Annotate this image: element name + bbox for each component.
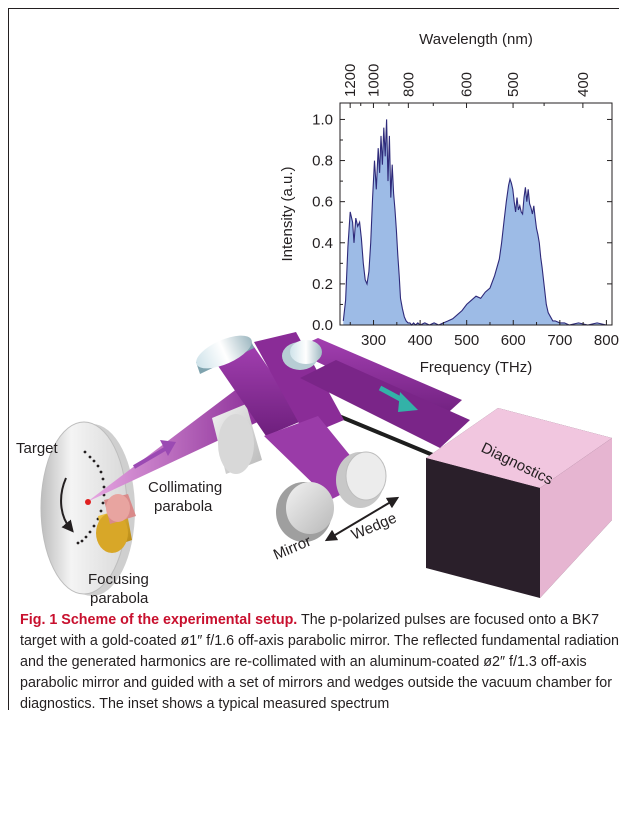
beam-segment-1: [214, 344, 304, 436]
mirror-wedge-arrow: [324, 496, 400, 542]
x-tick-label-600: 600: [501, 332, 526, 349]
input-arrow: [132, 444, 172, 469]
steering-mirror-2: [282, 340, 322, 370]
x-tick-label-500: 500: [454, 332, 479, 349]
focusing-label-line2: parabola: [90, 590, 149, 607]
top-tick-label-600: 600: [459, 72, 476, 97]
spectrum-fill: [343, 119, 607, 326]
steering-mirror-1: [196, 335, 254, 374]
output-arrow-head: [398, 392, 418, 412]
caption-text: The p-polarized pulses are focused onto …: [20, 612, 619, 712]
x-axis-label: Frequency (THz): [420, 359, 533, 376]
top-axis-ticks: 1200 1000 800 600 500 400: [342, 64, 592, 108]
top-tick-label-1000: 1000: [365, 64, 382, 97]
focusing-parabola: [96, 494, 136, 553]
y-tick-label-0: 0.0: [312, 317, 333, 334]
y-axis-label: Intensity (a.u.): [279, 166, 296, 261]
beam-segment-4: [300, 360, 470, 448]
setup-scheme: Diagnostics Target Collimating parabola …: [16, 332, 612, 607]
diagnostics-box: [426, 408, 612, 598]
collimating-parabola: [212, 404, 262, 474]
x-tick-label-300: 300: [361, 332, 386, 349]
plot-frame: [339, 102, 613, 326]
y-tick-label-0.8: 0.8: [312, 153, 333, 170]
x-tick-label-800: 800: [594, 332, 619, 349]
spectrum-line: [342, 119, 607, 326]
y-tick-label-0.2: 0.2: [312, 276, 333, 293]
y-tick-label-0.4: 0.4: [312, 235, 333, 252]
focusing-label-line1: Focusing: [88, 571, 149, 588]
caption-title: Fig. 1 Scheme of the experimental setup.: [20, 612, 298, 628]
x-axis-ticks: 300 400 500 600 700 800: [349, 320, 619, 349]
top-axis-label: Wavelength (nm): [419, 31, 533, 48]
y-tick-label-0.6: 0.6: [312, 194, 333, 211]
mirror-optic: [276, 482, 334, 542]
rotation-arrow: [60, 477, 74, 533]
frame-top-rule: [8, 8, 619, 9]
top-tick-label-400: 400: [575, 72, 592, 97]
target-label: Target: [16, 440, 59, 457]
frame-left-rule: [8, 8, 9, 710]
collimating-label-line1: Collimating: [148, 479, 222, 496]
setup-figure: 300 400 500 600 700 800 0.0 0.2 0.4 0.6 0.8 1.0 12…: [16, 31, 619, 607]
spectrum-chart: 300 400 500 600 700 800 0.0 0.2 0.4 0.6 0.8 1.0 12…: [279, 31, 619, 376]
y-tick-label-1: 1.0: [312, 111, 333, 128]
target-dots: [76, 450, 106, 545]
top-tick-label-800: 800: [400, 72, 417, 97]
collimating-label-line2: parabola: [154, 498, 213, 515]
spectrum-area: [342, 119, 607, 326]
beam-segment-2: [254, 332, 344, 436]
top-tick-label-1200: 1200: [342, 64, 359, 97]
x-tick-label-400: 400: [408, 332, 433, 349]
x-tick-label-700: 700: [547, 332, 572, 349]
focus-spot: [85, 499, 91, 505]
wedge-optic: [336, 451, 387, 508]
input-arrow-head: [160, 440, 176, 456]
wedge-label: Wedge: [349, 510, 399, 544]
top-tick-label-500: 500: [505, 72, 522, 97]
y-axis-ticks: 0.0 0.2 0.4 0.6 0.8 1.0: [312, 111, 612, 334]
figure-caption: Fig. 1 Scheme of the experimental setup.…: [20, 610, 620, 715]
